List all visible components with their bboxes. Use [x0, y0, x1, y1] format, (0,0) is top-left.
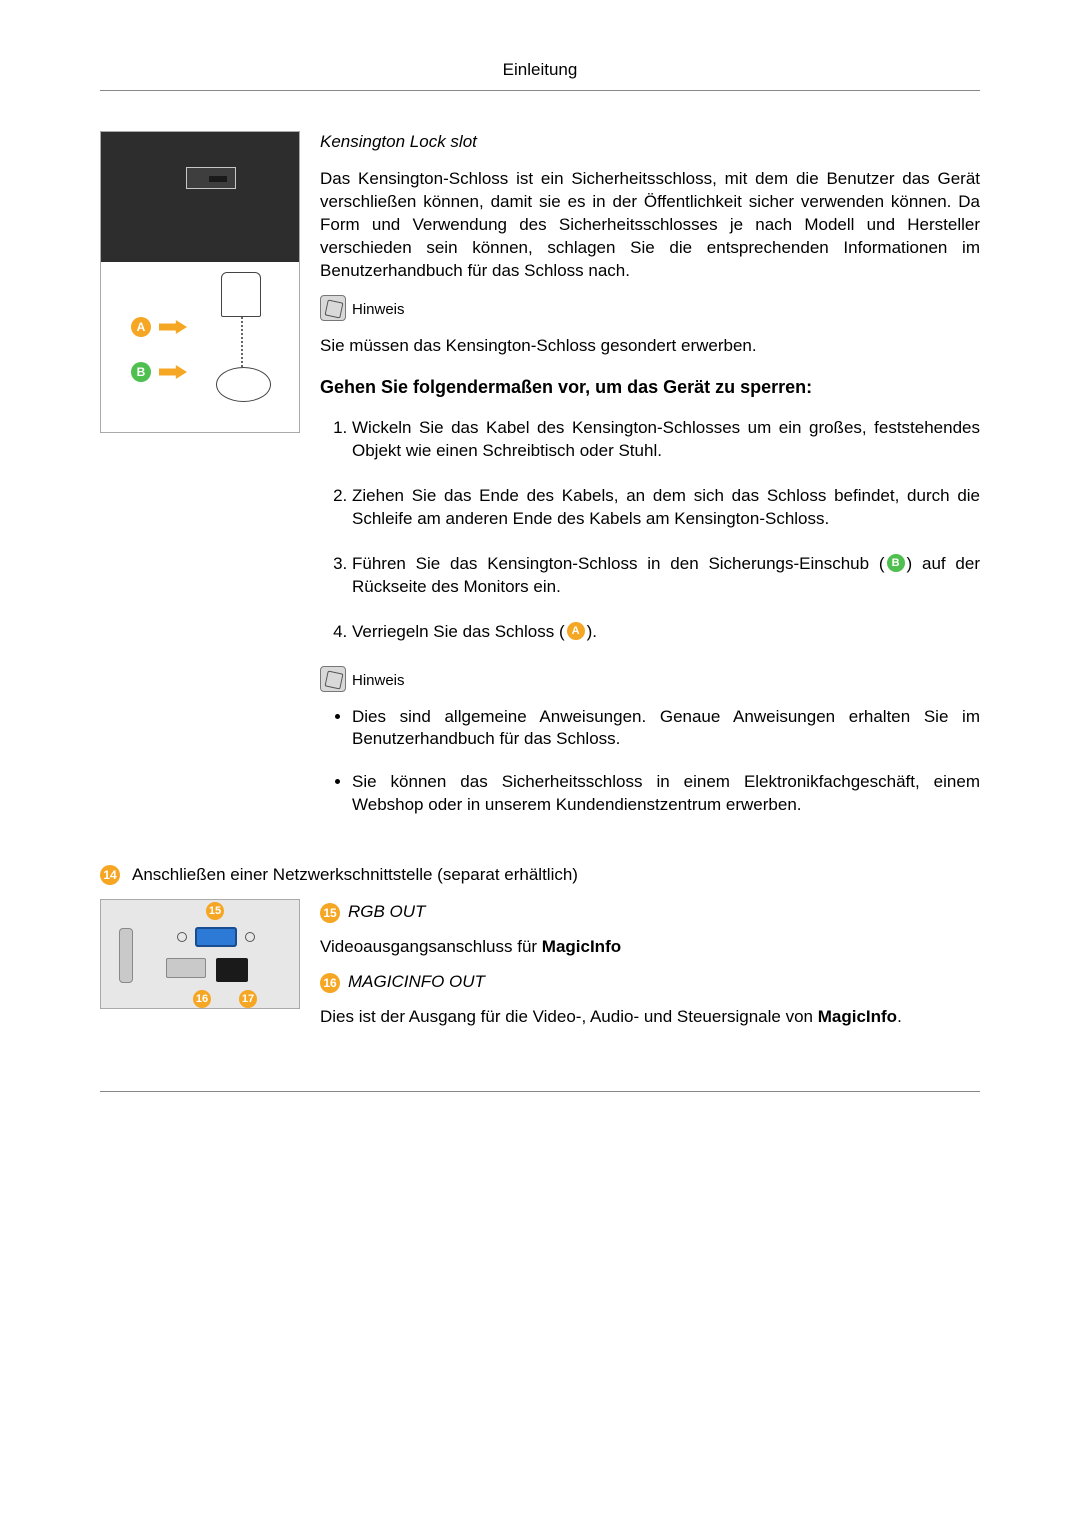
panel-marker-17-icon: 17 — [239, 990, 257, 1008]
kensington-illustration: A B — [100, 131, 300, 433]
panel-knob-graphic — [119, 928, 133, 983]
note-bullets: Dies sind allgemeine Anweisungen. Genaue… — [320, 706, 980, 818]
kensington-paragraph: Das Kensington-Schloss ist ein Sicherhei… — [320, 168, 980, 283]
bullet-2: Sie können das Sicherheitsschloss in ein… — [352, 771, 980, 817]
note-row-2: Hinweis — [320, 666, 980, 692]
network-heading: Anschließen einer Netzwerkschnittstelle … — [132, 865, 578, 885]
step-1: Wickeln Sie das Kabel des Kensington-Sch… — [352, 417, 980, 463]
bullet-1: Dies sind allgemeine Anweisungen. Genaue… — [352, 706, 980, 752]
lock-chain-graphic — [241, 317, 243, 367]
usb-connector-icon — [166, 958, 206, 978]
arrow-right-icon — [159, 365, 187, 379]
page: Einleitung A B — [0, 0, 1080, 1172]
rgb-out-text: Videoausgangsanschluss für MagicInfo — [320, 936, 980, 959]
marker-14-icon: 14 — [100, 865, 120, 885]
device-rear-illustration — [101, 132, 299, 262]
kensington-text-col: Kensington Lock slot Das Kensington-Schl… — [320, 131, 980, 837]
vga-connector-icon — [195, 927, 237, 947]
note-text-1: Sie müssen das Kensington-Schloss gesond… — [320, 335, 980, 358]
marker-15-icon: 15 — [320, 903, 340, 923]
step-3-pre: Führen Sie das Kensington-Schloss in den… — [352, 554, 885, 573]
panel-row-1 — [156, 927, 276, 947]
step-4: Verriegeln Sie das Schloss (A). — [352, 621, 980, 644]
step-2: Ziehen Sie das Ende des Kabels, an dem s… — [352, 485, 980, 531]
lock-diagram: A B — [101, 262, 299, 432]
lock-slot-graphic — [186, 167, 236, 189]
panel-row-2 — [166, 958, 248, 982]
network-section: 15 16 17 15 RGB OUT Videoausgangsanschlu… — [100, 899, 980, 1041]
marker-b-inline-icon: B — [887, 554, 905, 572]
magicinfo-text-post: . — [897, 1007, 902, 1026]
note-icon — [320, 666, 346, 692]
magicinfo-out-label: MAGICINFO OUT — [348, 971, 485, 994]
kensington-figure-col: A B — [100, 131, 300, 433]
magicinfo-out-row: 16 MAGICINFO OUT — [320, 971, 980, 994]
step-4-pre: Verriegeln Sie das Schloss ( — [352, 622, 565, 641]
rgb-out-row: 15 RGB OUT — [320, 901, 980, 924]
marker-a-row: A — [131, 317, 187, 337]
marker-16-icon: 16 — [320, 973, 340, 993]
page-header-title: Einleitung — [100, 60, 980, 90]
lock-steps-list: Wickeln Sie das Kabel des Kensington-Sch… — [320, 417, 980, 644]
network-heading-row: 14 Anschließen einer Netzwerkschnittstel… — [100, 865, 980, 885]
kensington-title: Kensington Lock slot — [320, 131, 980, 154]
marker-a-inline-icon: A — [567, 622, 585, 640]
lock-body-graphic — [221, 272, 261, 317]
rgb-out-text-bold: MagicInfo — [542, 937, 621, 956]
arrow-right-icon — [159, 320, 187, 334]
panel-marker-16-icon: 16 — [193, 990, 211, 1008]
note-label: Hinweis — [352, 300, 405, 320]
marker-b-row: B — [131, 362, 187, 382]
lock-base-graphic — [216, 367, 271, 402]
screw-icon — [245, 932, 255, 942]
network-figure-col: 15 16 17 — [100, 899, 300, 1009]
note-label-2: Hinweis — [352, 671, 405, 691]
marker-a-icon: A — [131, 317, 151, 337]
network-text-col: 15 RGB OUT Videoausgangsanschluss für Ma… — [320, 899, 980, 1041]
magicinfo-text-bold: MagicInfo — [818, 1007, 897, 1026]
lock-slot-opening — [209, 176, 227, 182]
screw-icon — [177, 932, 187, 942]
kensington-section: A B Kensington Lock slot Das Kensington-… — [100, 131, 980, 837]
magicinfo-connector-icon — [216, 958, 248, 982]
rgb-out-label: RGB OUT — [348, 901, 425, 924]
note-row-1: Hinweis — [320, 295, 980, 321]
step-4-post: ). — [587, 622, 597, 641]
step-3: Führen Sie das Kensington-Schloss in den… — [352, 553, 980, 599]
footer-rule — [100, 1091, 980, 1092]
magicinfo-text-pre: Dies ist der Ausgang für die Video-, Aud… — [320, 1007, 818, 1026]
note-icon — [320, 295, 346, 321]
header-rule — [100, 90, 980, 91]
magicinfo-out-text: Dies ist der Ausgang für die Video-, Aud… — [320, 1006, 980, 1029]
marker-b-icon: B — [131, 362, 151, 382]
panel-connectors — [156, 922, 276, 990]
rgb-out-text-pre: Videoausgangsanschluss für — [320, 937, 542, 956]
network-panel-illustration: 15 16 17 — [100, 899, 300, 1009]
panel-marker-15-icon: 15 — [206, 902, 224, 920]
lock-steps-heading: Gehen Sie folgendermaßen vor, um das Ger… — [320, 376, 980, 399]
